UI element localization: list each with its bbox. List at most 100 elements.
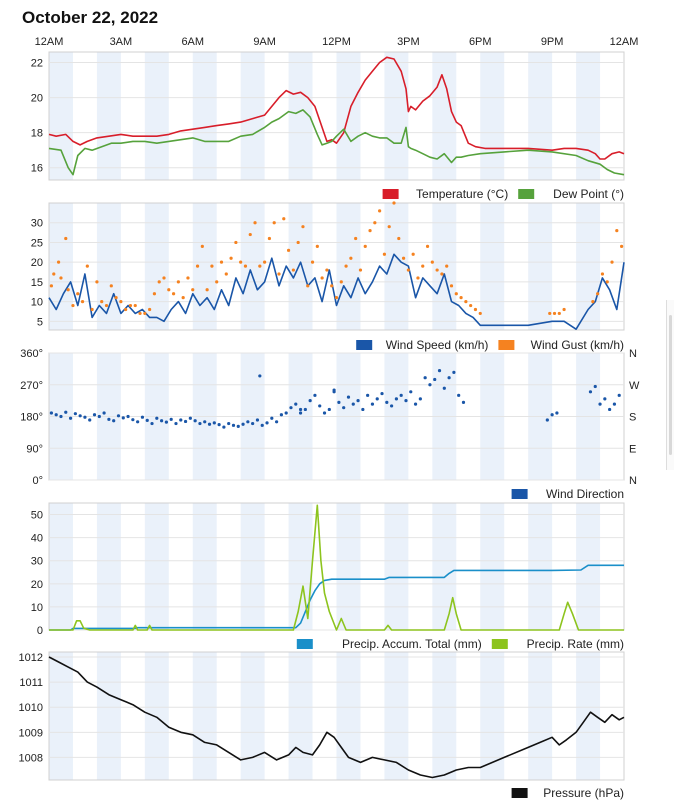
band <box>192 203 217 330</box>
legend-swatch <box>491 639 508 649</box>
data-point <box>411 252 415 256</box>
data-point <box>49 411 53 415</box>
time-axis-label: 3PM <box>397 36 420 48</box>
data-point <box>88 418 92 422</box>
data-point <box>114 296 118 300</box>
data-point <box>358 268 363 272</box>
data-point <box>260 423 264 427</box>
data-point <box>303 407 307 412</box>
data-point <box>356 399 360 403</box>
data-point <box>71 303 75 308</box>
band <box>576 503 601 630</box>
data-point <box>284 411 288 415</box>
data-point <box>279 413 283 417</box>
data-point <box>437 369 442 373</box>
y-tick-label: 0° <box>32 475 43 487</box>
data-point <box>459 296 463 300</box>
data-point <box>325 268 329 272</box>
data-point <box>385 400 389 404</box>
data-point <box>52 272 56 276</box>
data-point <box>310 260 315 264</box>
data-point <box>246 420 250 424</box>
legend-label: Wind Direction <box>546 487 624 501</box>
band <box>384 52 409 180</box>
y-tick-label: 0 <box>37 625 43 637</box>
data-point <box>116 414 121 418</box>
series-line <box>49 564 624 631</box>
data-point <box>545 418 549 422</box>
y-tick-label: 180° <box>20 412 43 424</box>
data-point <box>423 376 427 380</box>
data-point <box>478 311 482 316</box>
data-point <box>354 236 358 241</box>
band <box>336 203 361 330</box>
band <box>144 203 169 330</box>
scrollbar[interactable] <box>666 300 674 470</box>
legend-label: Temperature (°C) <box>416 187 508 201</box>
band <box>96 503 121 630</box>
data-point <box>425 244 430 248</box>
precipitation-chart: 0 10 20 30 40 50 Precip. Rate (mm) Precip. Accu… <box>31 502 625 651</box>
data-point <box>64 410 68 414</box>
data-point <box>219 260 224 264</box>
data-point <box>610 260 614 264</box>
data-point <box>617 393 621 397</box>
scrollbar-thumb[interactable] <box>669 315 672 455</box>
data-point <box>380 391 384 396</box>
data-point <box>80 300 85 304</box>
data-point <box>169 417 173 421</box>
legend-swatch <box>511 788 528 798</box>
band <box>480 652 505 780</box>
data-point <box>224 272 228 276</box>
band <box>144 652 169 780</box>
data-point <box>330 284 334 288</box>
data-point <box>461 400 466 404</box>
band <box>528 203 553 330</box>
data-point <box>136 420 140 424</box>
y-tick-label: 5 <box>37 316 43 328</box>
legend-swatch <box>382 189 399 199</box>
data-point <box>164 420 168 424</box>
y-tick-label: 360° <box>20 348 43 360</box>
time-axis-label: 9AM <box>253 36 276 48</box>
data-point <box>608 407 612 412</box>
data-point <box>296 240 300 245</box>
data-point <box>92 413 97 417</box>
data-point <box>66 288 70 292</box>
data-point <box>600 272 605 276</box>
band <box>288 503 313 630</box>
band <box>480 203 505 330</box>
data-point <box>76 292 80 296</box>
data-point <box>186 276 190 280</box>
band <box>96 652 121 780</box>
data-point <box>174 421 178 426</box>
data-point <box>181 296 185 300</box>
band <box>384 503 409 630</box>
data-point <box>68 416 73 420</box>
data-point <box>397 236 401 241</box>
data-point <box>552 311 557 316</box>
data-point <box>406 268 410 272</box>
y-tick-label: 20 <box>31 93 43 105</box>
band <box>144 52 169 180</box>
y-tick-label: 270° <box>20 380 43 392</box>
data-point <box>112 419 116 423</box>
band <box>144 503 169 630</box>
data-point <box>64 236 68 241</box>
band <box>288 652 313 780</box>
band <box>480 52 505 180</box>
legend-label: Wind Speed (km/h) <box>386 338 489 352</box>
data-point <box>258 264 262 268</box>
band <box>432 652 457 780</box>
band <box>480 503 505 630</box>
compass-label: W <box>629 380 640 392</box>
data-point <box>236 424 240 428</box>
data-point <box>378 209 382 213</box>
data-point <box>342 406 346 410</box>
data-point <box>83 415 87 419</box>
data-point <box>603 397 607 401</box>
data-point <box>179 418 183 422</box>
band <box>576 52 601 180</box>
y-tick-label: 1010 <box>19 702 43 714</box>
